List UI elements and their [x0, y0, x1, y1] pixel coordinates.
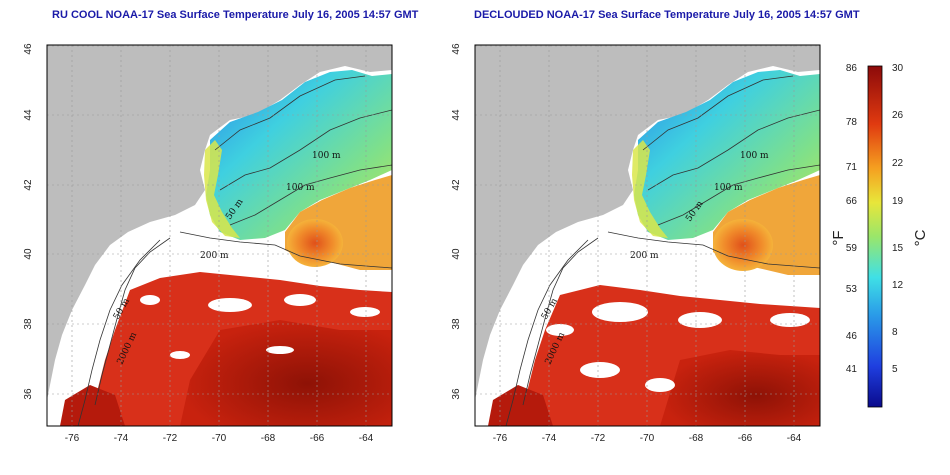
gulf-of-maine-water	[634, 70, 820, 240]
fahrenheit-tick: 53	[846, 284, 858, 295]
celsius-ticks: 30 26 22 19 15 12 8 5	[892, 63, 904, 375]
y-tick-label: 44	[23, 109, 34, 121]
x-tick-label: -70	[640, 433, 655, 444]
x-tick-label: -66	[738, 433, 753, 444]
fahrenheit-tick: 78	[846, 117, 858, 128]
x-tick-label: -74	[542, 433, 557, 444]
y-tick-label: 44	[451, 109, 462, 121]
map-frame	[46, 44, 393, 427]
fahrenheit-tick: 59	[846, 243, 858, 254]
x-tick-label: -68	[261, 433, 276, 444]
lat-lon-grid	[475, 45, 820, 426]
fahrenheit-unit-label: °F	[830, 230, 847, 245]
fahrenheit-tick: 46	[846, 331, 858, 342]
celsius-tick: 26	[892, 110, 904, 121]
y-tick-label: 36	[23, 388, 34, 400]
contour-label: 100 m	[714, 183, 743, 193]
x-tick-label: -68	[689, 433, 704, 444]
fahrenheit-tick: 66	[846, 196, 858, 207]
y-tick-label: 38	[23, 318, 34, 330]
land-mass	[475, 45, 820, 400]
y-tick-label: 40	[23, 248, 34, 260]
y-tick-label: 42	[451, 179, 462, 191]
map-title-left: RU COOL NOAA-17 Sea Surface Temperature …	[52, 9, 419, 21]
shelf-water	[204, 140, 240, 238]
gulf-stream-core	[180, 320, 392, 426]
warm-eddy	[713, 219, 773, 271]
map-title-right: DECLOUDED NOAA-17 Sea Surface Temperatur…	[474, 9, 860, 21]
shelf-water	[632, 140, 668, 238]
y-axis-ticks: 36 38 40 42 44 46	[451, 43, 462, 400]
map-frame	[474, 44, 821, 427]
sst-map-left: 100 m 100 m 50 m 200 m 50 m 2000 m -76 -…	[23, 43, 393, 444]
warm-eddy	[287, 219, 343, 267]
land-mass	[47, 45, 392, 400]
y-tick-label: 46	[451, 43, 462, 55]
bathymetry-contours	[77, 75, 392, 426]
colorbar-gradient	[867, 65, 883, 408]
contour-label: 100 m	[312, 151, 341, 161]
celsius-unit-label: °C	[912, 229, 929, 246]
y-tick-label: 42	[23, 179, 34, 191]
y-tick-label: 46	[23, 43, 34, 55]
gulf-stream-core	[660, 350, 820, 426]
fahrenheit-tick: 86	[846, 63, 858, 74]
celsius-tick: 30	[892, 63, 904, 74]
cloud-patches	[140, 294, 380, 359]
colorbar: 86 78 71 66 59 53 46 41 30 26 22 19 15 1…	[830, 63, 929, 408]
southern-warm-patch	[60, 385, 125, 426]
celsius-tick: 12	[892, 280, 904, 291]
fahrenheit-tick: 71	[846, 162, 858, 173]
x-tick-label: -76	[65, 433, 80, 444]
bathymetry-contours	[505, 75, 820, 426]
contour-label: 100 m	[740, 151, 769, 161]
fahrenheit-tick: 41	[846, 364, 858, 375]
fahrenheit-ticks: 86 78 71 66 59 53 46 41	[846, 63, 858, 375]
celsius-tick: 19	[892, 196, 904, 207]
x-axis-ticks: -76 -74 -72 -70 -68 -66 -64	[493, 433, 802, 444]
x-tick-label: -64	[787, 433, 802, 444]
x-tick-label: -66	[310, 433, 325, 444]
lat-lon-grid	[47, 45, 392, 426]
x-tick-label: -64	[359, 433, 374, 444]
x-tick-label: -72	[163, 433, 178, 444]
celsius-tick: 15	[892, 243, 904, 254]
x-tick-label: -76	[493, 433, 508, 444]
gulf-of-maine-water	[206, 70, 392, 240]
x-axis-ticks: -76 -74 -72 -70 -68 -66 -64	[65, 433, 374, 444]
y-axis-ticks: 36 38 40 42 44 46	[23, 43, 34, 400]
celsius-tick: 22	[892, 158, 904, 169]
x-tick-label: -74	[114, 433, 129, 444]
southern-warm-patch	[488, 385, 553, 426]
x-tick-label: -72	[591, 433, 606, 444]
y-tick-label: 38	[451, 318, 462, 330]
contour-label: 200 m	[630, 251, 659, 261]
y-tick-label: 40	[451, 248, 462, 260]
y-tick-label: 36	[451, 388, 462, 400]
x-tick-label: -70	[212, 433, 227, 444]
celsius-tick: 8	[892, 327, 898, 338]
sst-map-right: 100 m 100 m 50 m 200 m 50 m 2000 m -76 -…	[451, 43, 821, 444]
celsius-tick: 5	[892, 364, 898, 375]
contour-label: 200 m	[200, 251, 229, 261]
contour-label: 100 m	[286, 183, 315, 193]
